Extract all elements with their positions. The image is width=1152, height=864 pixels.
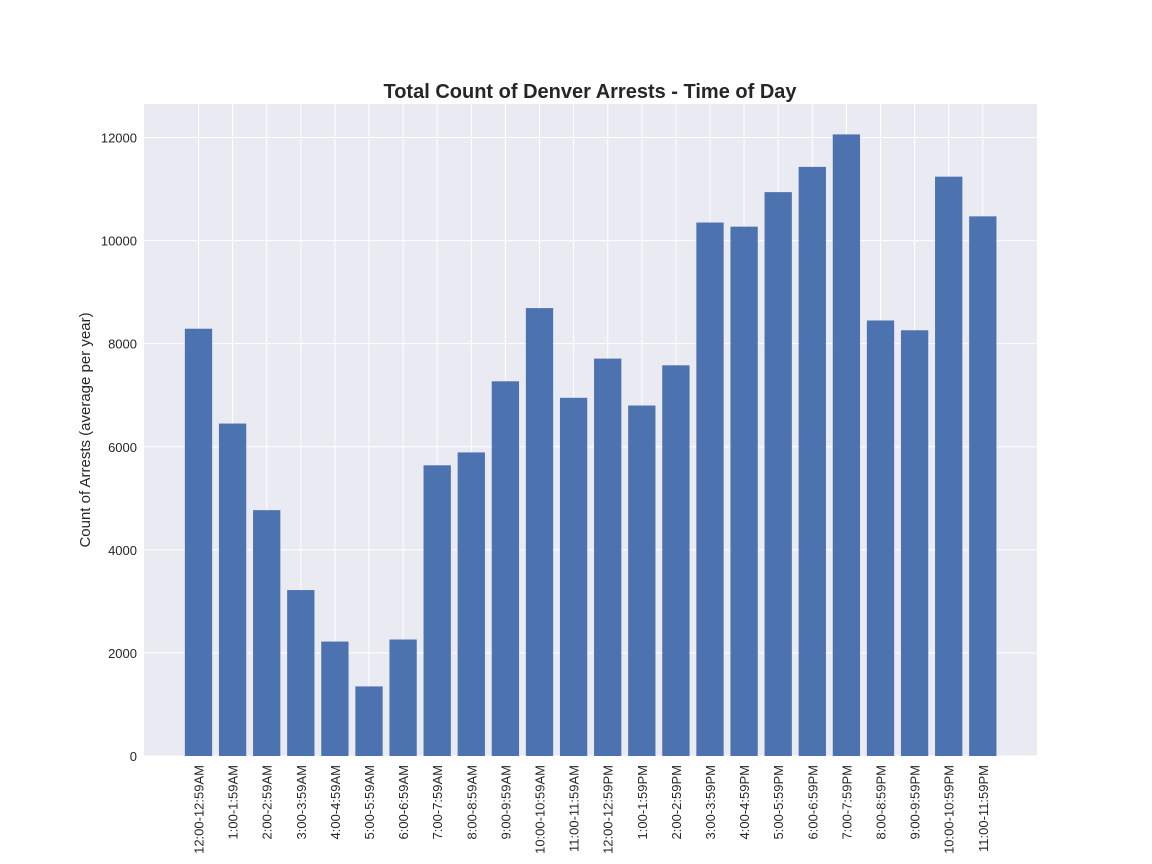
bar-1 bbox=[218, 423, 247, 756]
x-tick-label: 3:00-3:59AM bbox=[294, 765, 309, 839]
x-tick-label: 5:00-5:59AM bbox=[362, 765, 377, 839]
y-tick-label: 10000 bbox=[101, 234, 137, 249]
y-tick-label: 4000 bbox=[108, 543, 137, 558]
bar-11 bbox=[559, 397, 588, 756]
bar-20 bbox=[866, 320, 895, 756]
bar-16 bbox=[730, 226, 758, 757]
bar-8 bbox=[457, 452, 485, 756]
bar-4 bbox=[321, 641, 349, 756]
y-tick-label: 6000 bbox=[108, 440, 137, 455]
bar-13 bbox=[628, 405, 656, 756]
bar-21 bbox=[900, 330, 929, 756]
bar-17 bbox=[764, 192, 792, 756]
x-tick-label: 1:00-1:59AM bbox=[226, 765, 241, 839]
bar-23 bbox=[969, 216, 997, 756]
x-tick-label: 2:00-2:59AM bbox=[260, 765, 275, 839]
y-axis-ticks: 0 2000 4000 6000 8000 10000 12000 bbox=[101, 131, 137, 764]
x-tick-label: 1:00-1:59PM bbox=[635, 765, 650, 839]
y-tick-label: 12000 bbox=[101, 131, 137, 146]
x-tick-label: 9:00-9:59PM bbox=[908, 765, 923, 839]
chart-title: Total Count of Denver Arrests - Time of … bbox=[383, 81, 797, 103]
bar-15 bbox=[696, 222, 724, 756]
x-tick-label: 12:00-12:59PM bbox=[601, 765, 616, 854]
x-axis-ticks: 12:00-12:59AM 1:00-1:59AM 2:00-2:59AM 3:00-… bbox=[192, 765, 991, 854]
x-tick-label: 9:00-9:59AM bbox=[498, 765, 513, 839]
bar-0 bbox=[184, 328, 213, 756]
x-tick-label: 10:00-10:59AM bbox=[533, 765, 548, 854]
y-tick-label: 0 bbox=[130, 749, 137, 764]
x-tick-label: 10:00-10:59PM bbox=[942, 765, 957, 854]
x-tick-label: 6:00-6:59AM bbox=[396, 765, 411, 839]
bar-10 bbox=[525, 308, 554, 756]
y-tick-label: 2000 bbox=[108, 646, 137, 661]
x-tick-label: 11:00-11:59AM bbox=[567, 765, 582, 852]
x-tick-label: 5:00-5:59PM bbox=[771, 765, 786, 839]
bar-6 bbox=[389, 639, 417, 756]
x-tick-label: 12:00-12:59AM bbox=[192, 765, 207, 854]
bar-14 bbox=[662, 365, 690, 756]
x-tick-label: 8:00-8:59AM bbox=[464, 765, 479, 839]
bars bbox=[184, 134, 997, 757]
bar-3 bbox=[287, 590, 315, 756]
x-tick-label: 4:00-4:59PM bbox=[737, 765, 752, 839]
x-tick-label: 2:00-2:59PM bbox=[669, 765, 684, 839]
x-tick-label: 3:00-3:59PM bbox=[703, 765, 718, 839]
bar-7 bbox=[423, 465, 451, 756]
x-tick-label: 6:00-6:59PM bbox=[805, 765, 820, 839]
y-tick-label: 8000 bbox=[108, 337, 137, 352]
bar-5 bbox=[355, 686, 383, 756]
bar-19 bbox=[832, 134, 861, 756]
bar-2 bbox=[253, 510, 281, 756]
bar-18 bbox=[798, 166, 826, 757]
bar-22 bbox=[935, 176, 963, 756]
x-tick-label: 4:00-4:59AM bbox=[328, 765, 343, 839]
bar-12 bbox=[594, 358, 622, 756]
y-axis-label: Count of Arrests (average per year) bbox=[77, 312, 94, 547]
x-tick-label: 7:00-7:59PM bbox=[839, 765, 854, 839]
x-tick-label: 7:00-7:59AM bbox=[430, 765, 445, 839]
x-tick-label: 11:00-11:59PM bbox=[976, 765, 991, 852]
bar-9 bbox=[491, 381, 520, 756]
x-tick-label: 8:00-8:59PM bbox=[874, 765, 889, 839]
